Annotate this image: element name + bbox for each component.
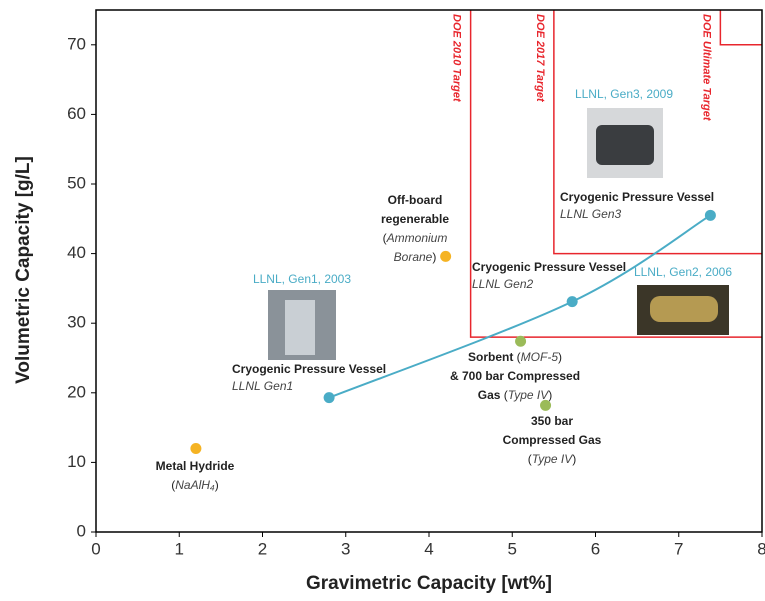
plot-frame — [95, 9, 763, 533]
label-segment: NaAlH₄ — [175, 478, 215, 492]
x-tick-label: 7 — [674, 539, 683, 558]
point-label: Gas (Type IV) — [478, 388, 553, 402]
x-tick-label: 2 — [258, 539, 267, 558]
x-tick-label: 5 — [508, 539, 517, 558]
point-label: Cryogenic Pressure Vessel — [472, 260, 626, 274]
target-label: DOE Ultimate Target — [700, 14, 712, 122]
target-region — [553, 10, 762, 255]
label-segment: & 700 bar Compressed — [450, 369, 580, 383]
y-tick-label: 60 — [67, 104, 86, 123]
point-label: (NaAlH₄) — [171, 478, 219, 492]
point-label: Cryogenic Pressure Vessel — [232, 362, 386, 376]
point-label: LLNL Gen1 — [232, 379, 293, 393]
photo-caption: LLNL, Gen2, 2006 — [634, 265, 732, 279]
label-segment: ( — [513, 350, 520, 364]
label-segment: Gas — [478, 388, 501, 402]
label-segment: Type IV — [508, 388, 549, 402]
target-label: DOE 2017 Target — [534, 14, 546, 103]
label-segment: Borane — [394, 250, 433, 264]
point-label: Off-board — [388, 193, 443, 207]
label-segment: Cryogenic Pressure Vessel — [232, 362, 386, 376]
data-point — [704, 209, 716, 221]
x-axis-title: Gravimetric Capacity [wt%] — [306, 573, 552, 594]
label-segment: ( — [383, 231, 387, 245]
point-label: Compressed Gas — [503, 433, 602, 447]
label-segment: ( — [171, 478, 175, 492]
data-point — [440, 250, 452, 262]
label-segment: regenerable — [381, 212, 449, 226]
point-label: LLNL Gen2 — [472, 277, 533, 291]
y-tick-label: 10 — [67, 452, 86, 471]
y-tick-label: 40 — [67, 243, 86, 262]
photo-caption: LLNL, Gen1, 2003 — [253, 272, 351, 286]
label-segment: Compressed Gas — [503, 433, 602, 447]
label-segment: ) — [572, 452, 576, 466]
trend-line — [328, 214, 711, 399]
point-label: LLNL Gen3 — [560, 207, 621, 221]
label-segment: Type IV — [532, 452, 573, 466]
point-label: (Type IV) — [528, 452, 576, 466]
point-label: Metal Hydride — [156, 459, 235, 473]
x-tick-label: 6 — [591, 539, 600, 558]
data-point — [190, 442, 202, 454]
target-label: DOE 2010 Target — [451, 14, 463, 103]
label-segment: LLNL Gen1 — [232, 379, 293, 393]
x-tick-label: 3 — [341, 539, 350, 558]
label-segment: Cryogenic Pressure Vessel — [472, 260, 626, 274]
point-label: 350 bar — [531, 414, 573, 428]
x-tick-label: 4 — [424, 539, 433, 558]
y-axis-title: Volumetric Capacity [g/L] — [13, 156, 34, 384]
label-segment: ) — [432, 250, 436, 264]
label-segment: ) — [548, 388, 552, 402]
y-tick-label: 70 — [67, 34, 86, 53]
photo-gen1 — [268, 290, 336, 360]
y-tick-label: 0 — [77, 521, 86, 540]
point-label: regenerable — [381, 212, 449, 226]
x-tick-label: 0 — [91, 539, 100, 558]
data-point — [323, 392, 335, 404]
point-label: (Ammonium — [383, 231, 448, 245]
label-segment: 350 bar — [531, 414, 573, 428]
photo-gen3 — [587, 108, 663, 178]
target-region — [469, 10, 762, 338]
photo-gen2 — [637, 285, 729, 335]
label-segment: LLNL Gen3 — [560, 207, 621, 221]
label-segment: Off-board — [388, 193, 443, 207]
label-segment: Ammonium — [386, 231, 448, 245]
point-label: Borane) — [394, 250, 437, 264]
x-tick-label: 1 — [175, 539, 184, 558]
y-tick-label: 50 — [67, 173, 86, 192]
label-segment: ( — [528, 452, 532, 466]
label-segment: Cryogenic Pressure Vessel — [560, 190, 714, 204]
photo-caption: LLNL, Gen3, 2009 — [575, 87, 673, 101]
x-tick-label: 8 — [757, 539, 765, 558]
label-segment: MOF-5 — [521, 350, 559, 364]
y-tick-label: 20 — [67, 382, 86, 401]
label-segment: Sorbent — [468, 350, 513, 364]
label-segment: Metal Hydride — [156, 459, 235, 473]
label-segment: ) — [215, 478, 219, 492]
data-point — [540, 399, 552, 411]
label-segment: ( — [500, 388, 507, 402]
point-label: & 700 bar Compressed — [450, 369, 580, 383]
target-region — [719, 10, 762, 46]
label-segment: LLNL Gen2 — [472, 277, 533, 291]
y-tick-label: 30 — [67, 313, 86, 332]
data-point — [566, 296, 578, 308]
point-label: Sorbent (MOF-5) — [468, 350, 562, 364]
data-point — [515, 335, 527, 347]
point-label: Cryogenic Pressure Vessel — [560, 190, 714, 204]
label-segment: ) — [558, 350, 562, 364]
